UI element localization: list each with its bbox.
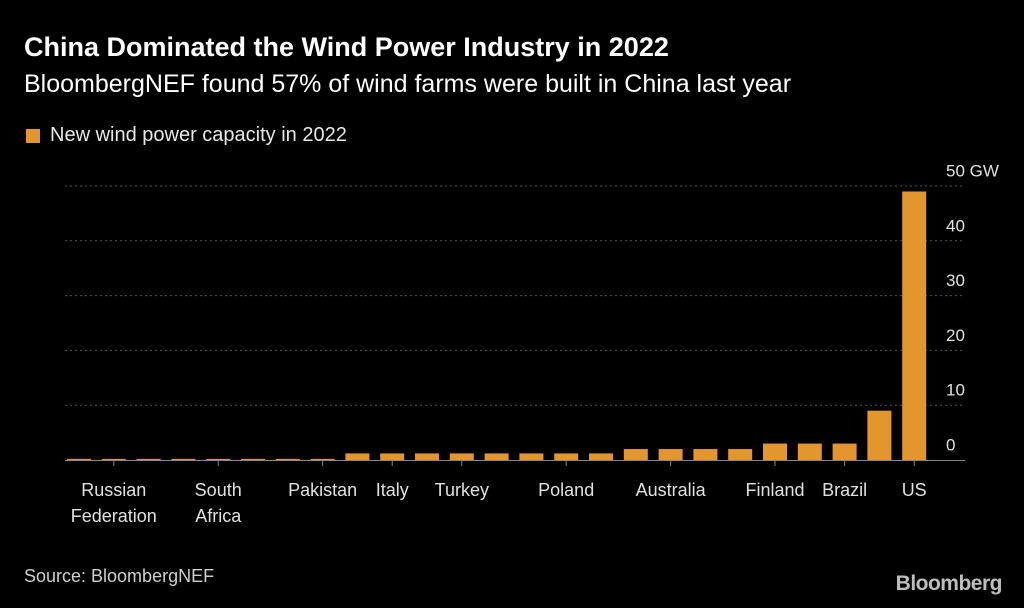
x-tick-label: US [902, 480, 927, 500]
bar [797, 443, 822, 460]
bar [658, 449, 683, 460]
bar [380, 453, 405, 460]
bar [554, 453, 579, 460]
x-tick-label: South Africa [195, 480, 243, 526]
legend: New wind power capacity in 2022 [26, 124, 347, 147]
x-tick-label-line: Poland [538, 480, 594, 500]
bar [136, 458, 161, 460]
chart-title: China Dominated the Wind Power Industry … [24, 32, 669, 62]
legend-swatch [26, 128, 40, 143]
bar [832, 443, 857, 460]
y-tick-label: 50 GW [946, 161, 999, 180]
bar [589, 453, 613, 460]
bar [67, 458, 91, 460]
y-tick-label: 40 [946, 216, 965, 235]
x-tick-label-line: US [902, 480, 927, 500]
bar [867, 410, 892, 460]
x-tick-label-line: South [195, 480, 242, 500]
x-tick-label: Brazil [822, 480, 867, 500]
bar [763, 443, 787, 460]
x-tick-label: Italy [376, 480, 409, 500]
x-tick-label: Pakistan [288, 480, 357, 500]
bloomberg-logo: Bloomberg [895, 572, 1003, 595]
x-tick-label: Australia [636, 480, 707, 500]
x-tick-label: Turkey [435, 480, 489, 500]
y-tick-label: 0 [946, 435, 955, 454]
x-tick-label-line: Italy [376, 480, 409, 500]
bar [449, 453, 474, 460]
x-tick-label: Finland [745, 480, 804, 500]
x-tick-label-line: Turkey [435, 480, 489, 500]
bar [206, 458, 231, 460]
x-tick-label: Russian Federation [71, 480, 157, 526]
bar [101, 458, 126, 460]
bar [275, 458, 300, 460]
bar [728, 449, 753, 460]
x-tick-label-line: Pakistan [288, 480, 357, 500]
x-tick-label: Poland [538, 480, 594, 500]
bar [171, 458, 196, 460]
x-tick-label-line: Australia [636, 480, 707, 500]
x-tick-label-line: Russian [81, 480, 146, 500]
y-tick-label: 10 [946, 381, 965, 400]
x-tick-label-line: Africa [195, 506, 242, 526]
bar [241, 458, 265, 460]
bar [693, 449, 718, 460]
source-note: Source: BloombergNEF [24, 566, 215, 586]
x-tick-label-line: Federation [71, 506, 157, 526]
bar [623, 449, 648, 460]
chart-subtitle: BloombergNEF found 57% of wind farms wer… [24, 70, 792, 98]
bar [310, 458, 335, 460]
bar [519, 453, 544, 460]
legend-label: New wind power capacity in 2022 [50, 124, 347, 146]
x-tick-label-line: Finland [745, 480, 804, 500]
bar [415, 453, 439, 460]
x-tick-label-line: Brazil [822, 480, 867, 500]
bar [484, 453, 509, 460]
y-tick-label: 20 [946, 326, 965, 345]
bar-chart: 0 10 20 30 40 50 GW Russian Federation South Afri… [65, 161, 999, 526]
y-tick-label: 30 [946, 271, 965, 290]
bar [345, 453, 370, 460]
bar [902, 191, 927, 461]
